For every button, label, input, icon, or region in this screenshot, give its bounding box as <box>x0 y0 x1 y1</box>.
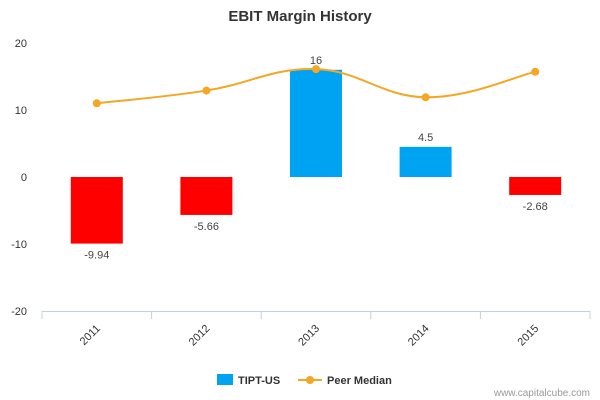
bar-2015[interactable] <box>509 177 562 195</box>
legend-marker-peer-median <box>306 376 314 384</box>
x-axis: 2011 2012 2013 2014 2015 <box>41 311 591 349</box>
legend-label-peer-median[interactable]: Peer Median <box>327 375 392 387</box>
peer-median-point-2015[interactable] <box>531 67 540 76</box>
y-tick-label: 10 <box>15 105 27 117</box>
peer-median-point-2012[interactable] <box>202 86 211 95</box>
legend-swatch-tipt-us <box>217 374 233 385</box>
bar-2011[interactable] <box>70 177 123 244</box>
y-tick-label: 20 <box>15 38 27 50</box>
bar-value-label: -2.68 <box>523 201 548 213</box>
x-tick-label: 2012 <box>187 323 213 349</box>
bar-value-label: 4.5 <box>418 132 433 144</box>
credit-text[interactable]: www.capitalcube.com <box>493 388 590 399</box>
bar-value-label: 16 <box>310 55 322 67</box>
chart-title: EBIT Margin History <box>228 8 372 25</box>
y-tick-label: 0 <box>21 172 27 184</box>
bar-2014[interactable] <box>399 146 452 177</box>
data-labels: -9.94 -5.66 16 4.5 -2.68 <box>84 55 547 262</box>
x-tick-label: 2013 <box>296 323 322 349</box>
peer-median-point-2011[interactable] <box>92 99 101 108</box>
x-tick-label: 2011 <box>78 323 103 348</box>
line-series <box>92 65 540 108</box>
bar-series <box>70 69 562 244</box>
bar-value-label: -9.94 <box>84 250 109 262</box>
peer-median-point-2014[interactable] <box>421 93 430 102</box>
x-tick-label: 2015 <box>516 323 542 349</box>
bar-2012[interactable] <box>180 177 233 215</box>
bar-2013[interactable] <box>290 69 342 177</box>
legend[interactable]: TIPT-US Peer Median <box>217 374 392 387</box>
legend-label-tipt-us[interactable]: TIPT-US <box>238 375 280 387</box>
peer-median-point-2013[interactable] <box>312 65 320 74</box>
y-tick-label: -10 <box>11 239 27 251</box>
y-tick-label: -20 <box>11 306 27 318</box>
bar-value-label: -5.66 <box>194 221 219 233</box>
x-tick-label: 2014 <box>406 323 432 349</box>
y-axis: 20 10 0 -10 -20 <box>11 38 27 318</box>
